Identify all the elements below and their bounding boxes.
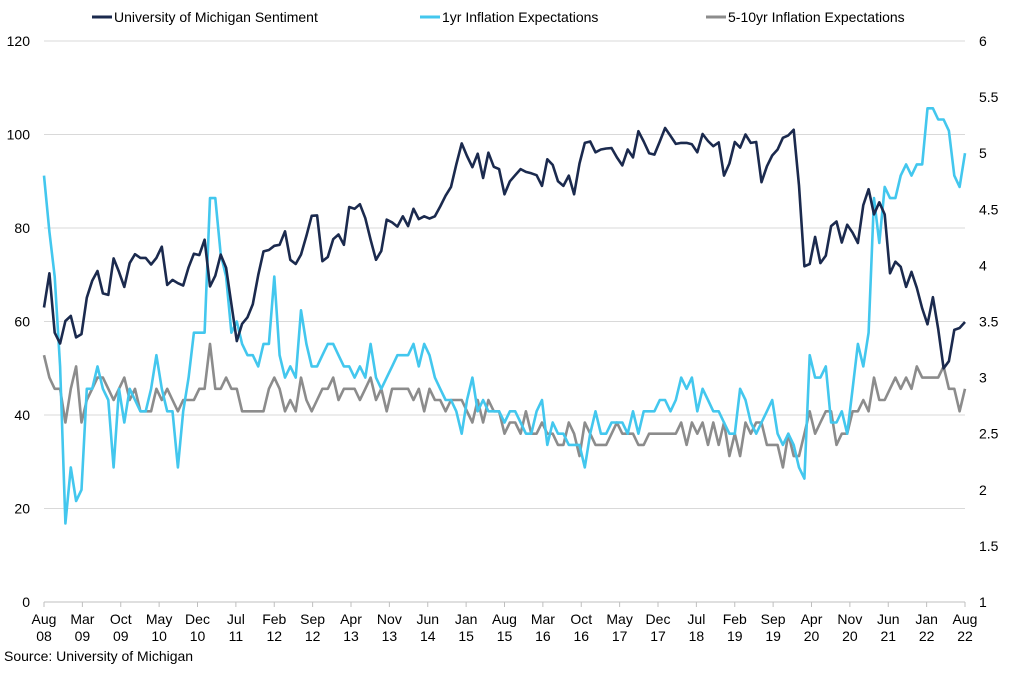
- x-axis-labels: Aug08Mar09Oct09May10Dec10Jul11Feb12Sep12…: [32, 602, 978, 644]
- x-tick-label-year: 12: [266, 628, 282, 644]
- series-line-0: [42, 126, 966, 370]
- right-y-tick-label: 6: [979, 33, 987, 49]
- left-y-tick-label: 100: [7, 127, 31, 143]
- x-tick-label-month: Apr: [801, 611, 823, 627]
- x-tick-label-year: 22: [919, 628, 935, 644]
- right-y-tick-label: 3.5: [979, 314, 999, 330]
- x-tick-label-month: Jul: [227, 611, 245, 627]
- x-tick-label-year: 13: [382, 628, 398, 644]
- x-tick-label-month: Nov: [837, 611, 862, 627]
- x-tick-label-year: 22: [957, 628, 973, 644]
- right-y-tick-label: 2.5: [979, 426, 999, 442]
- x-tick-label-month: Feb: [262, 611, 286, 627]
- x-tick-label-month: Jan: [455, 611, 478, 627]
- x-tick-label-year: 15: [497, 628, 513, 644]
- x-tick-label-year: 17: [650, 628, 666, 644]
- x-tick-label-year: 17: [612, 628, 628, 644]
- gridlines: [44, 40, 965, 509]
- x-tick-label-month: Feb: [723, 611, 747, 627]
- x-tick-label-year: 16: [573, 628, 589, 644]
- left-y-tick-label: 20: [14, 501, 30, 517]
- x-tick-label-month: Oct: [570, 611, 592, 627]
- right-y-tick-label: 2: [979, 482, 987, 498]
- x-tick-label-year: 09: [75, 628, 91, 644]
- x-tick-label-year: 14: [420, 628, 436, 644]
- x-tick-label-month: Oct: [110, 611, 132, 627]
- x-tick-label-year: 09: [113, 628, 129, 644]
- x-tick-label-month: Aug: [32, 611, 57, 627]
- x-tick-label-month: Aug: [492, 611, 517, 627]
- x-tick-label-month: Aug: [953, 611, 978, 627]
- x-tick-label-month: Mar: [531, 611, 555, 627]
- x-tick-label-year: 21: [880, 628, 896, 644]
- x-tick-label-year: 08: [36, 628, 52, 644]
- x-tick-label-year: 10: [190, 628, 206, 644]
- x-tick-label-month: Jun: [416, 611, 439, 627]
- right-y-tick-label: 5.5: [979, 89, 999, 105]
- source-note: Source: University of Michigan: [4, 648, 194, 664]
- x-tick-label-month: Jan: [915, 611, 938, 627]
- x-tick-label-month: Dec: [646, 611, 671, 627]
- legend-label: 1yr Inflation Expectations: [442, 9, 598, 25]
- left-y-tick-label: 80: [14, 220, 30, 236]
- x-tick-label-month: Dec: [185, 611, 210, 627]
- right-y-axis-labels: 1 1.5 2 2.5 3 3.5 4 4.5 5 5.5 6: [979, 33, 999, 610]
- x-tick-label-month: Apr: [340, 611, 362, 627]
- left-y-axis-labels: 0 20 40 60 80 100 120: [7, 33, 31, 610]
- legend-label: 5-10yr Inflation Expectations: [728, 9, 905, 25]
- x-tick-label-year: 15: [458, 628, 474, 644]
- left-y-tick-label: 0: [22, 594, 30, 610]
- right-y-tick-label: 1: [979, 594, 987, 610]
- right-y-tick-label: 4: [979, 257, 987, 273]
- x-tick-label-year: 16: [535, 628, 551, 644]
- left-y-tick-label: 120: [7, 33, 31, 49]
- x-tick-label-month: Sep: [761, 611, 786, 627]
- x-tick-label-month: Jun: [877, 611, 900, 627]
- x-tick-label-month: Jul: [687, 611, 705, 627]
- x-tick-label-year: 19: [765, 628, 781, 644]
- x-tick-label-year: 10: [151, 628, 167, 644]
- legend-label: University of Michigan Sentiment: [114, 9, 318, 25]
- x-tick-label-year: 18: [689, 628, 705, 644]
- left-y-tick-label: 60: [14, 314, 30, 330]
- series-lines: [42, 107, 967, 525]
- left-y-tick-label: 40: [14, 407, 30, 423]
- x-tick-label-month: May: [146, 611, 172, 627]
- x-tick-label-year: 20: [804, 628, 820, 644]
- x-tick-label-year: 11: [229, 628, 244, 644]
- x-tick-label-year: 19: [727, 628, 743, 644]
- right-y-tick-label: 1.5: [979, 538, 999, 554]
- x-tick-label-month: Mar: [70, 611, 94, 627]
- x-tick-label-month: Nov: [377, 611, 402, 627]
- right-y-tick-label: 4.5: [979, 201, 999, 217]
- series-line-2: [42, 342, 967, 469]
- x-tick-label-year: 13: [343, 628, 359, 644]
- series-line-1: [42, 107, 967, 525]
- legend: University of Michigan Sentiment 1yr Infl…: [92, 9, 905, 25]
- x-tick-label-year: 12: [305, 628, 321, 644]
- x-tick-label-month: May: [606, 611, 632, 627]
- right-y-tick-label: 5: [979, 145, 987, 161]
- x-tick-label-month: Sep: [300, 611, 325, 627]
- right-y-tick-label: 3: [979, 370, 987, 386]
- x-tick-label-year: 20: [842, 628, 858, 644]
